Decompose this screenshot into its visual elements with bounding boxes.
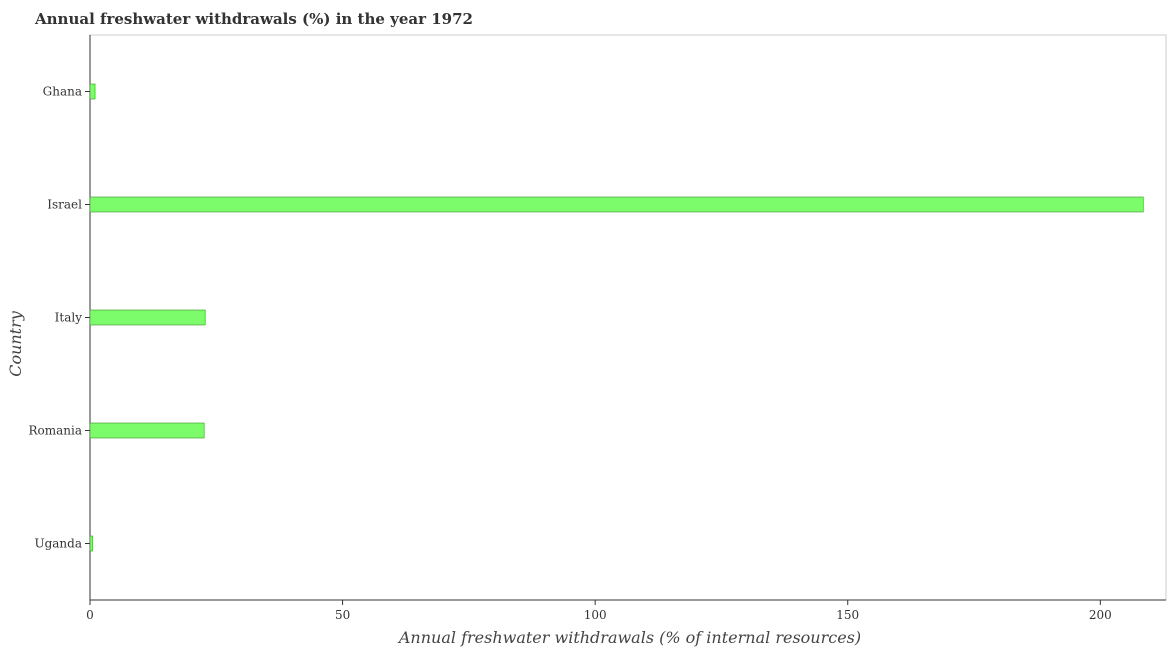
x-tick-label: 200 [1089, 608, 1112, 622]
x-tick-label: 50 [335, 608, 350, 622]
x-axis-label: Annual freshwater withdrawals (% of inte… [397, 628, 861, 647]
bar [89, 83, 96, 100]
x-tick-label: 0 [86, 608, 94, 622]
bar [89, 422, 205, 439]
y-axis-label: Country [6, 310, 25, 377]
bar [89, 309, 206, 326]
y-tick-label: Italy [55, 311, 83, 325]
x-tick-label: 150 [836, 608, 859, 622]
y-tick-label: Romania [28, 424, 82, 438]
y-tick-label: Uganda [34, 537, 82, 551]
y-tick-label: Israel [47, 198, 82, 212]
bar [89, 535, 93, 552]
bar [89, 196, 1144, 213]
plot-frame [89, 34, 1167, 601]
chart-title: Annual freshwater withdrawals (%) in the… [34, 10, 473, 28]
x-tick-label: 100 [584, 608, 607, 622]
y-tick-label: Ghana [43, 85, 82, 99]
plot-area: 0 50 100 150 200 Ghana Israel Italy Romania Ugand… [28, 34, 1167, 622]
